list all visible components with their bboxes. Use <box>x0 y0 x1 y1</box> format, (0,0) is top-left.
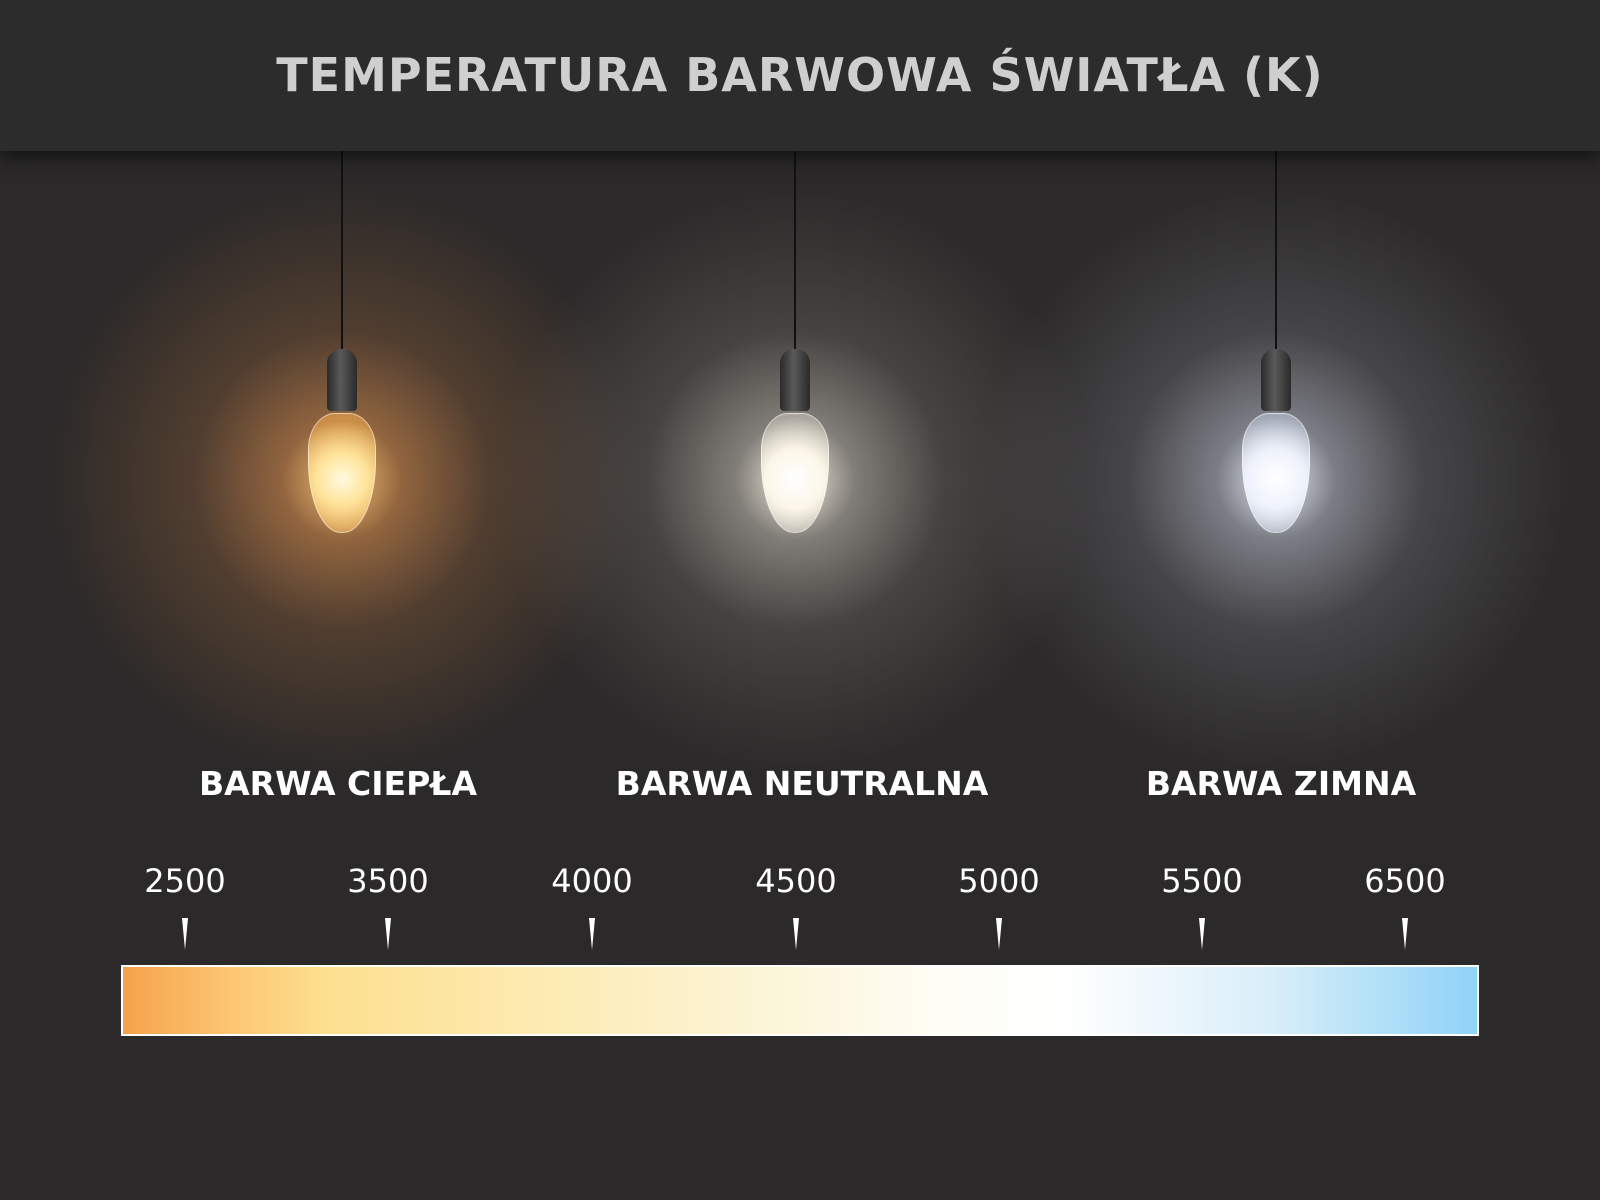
warm-bulb-icon <box>302 151 382 541</box>
neutral-label: BARWA NEUTRALNA <box>615 764 989 803</box>
tick-marker <box>589 918 595 950</box>
neutral-bulb-icon <box>755 151 835 541</box>
tick-marker <box>182 918 188 950</box>
tick-label: 5500 <box>1161 862 1243 900</box>
tick-label: 6500 <box>1364 862 1446 900</box>
tick-label: 3500 <box>347 862 429 900</box>
page-title: TEMPERATURA BARWOWA ŚWIATŁA (K) <box>276 48 1324 102</box>
tick-marker <box>1402 918 1408 950</box>
tick-label: 2500 <box>144 862 226 900</box>
cool-label: BARWA ZIMNA <box>1145 764 1417 803</box>
tick-label: 4500 <box>755 862 837 900</box>
tick-marker <box>996 918 1002 950</box>
cool-bulb-icon <box>1236 151 1316 541</box>
header: TEMPERATURA BARWOWA ŚWIATŁA (K) <box>0 0 1600 151</box>
tick-marker <box>1199 918 1205 950</box>
tick-label: 4000 <box>551 862 633 900</box>
tick-marker <box>793 918 799 950</box>
color-temperature-gradient-bar <box>121 965 1479 1036</box>
tick-marker <box>385 918 391 950</box>
tick-label: 5000 <box>958 862 1040 900</box>
warm-label: BARWA CIEPŁA <box>198 764 478 803</box>
